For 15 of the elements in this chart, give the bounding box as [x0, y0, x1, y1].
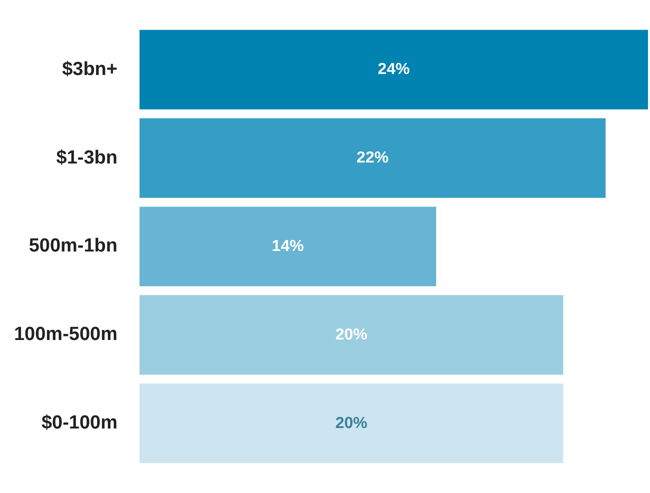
bar	[140, 295, 564, 375]
y-tick-label: $3bn+	[62, 58, 118, 80]
data-label: 22%	[356, 149, 389, 166]
data-label: 20%	[335, 414, 368, 432]
bar	[140, 206, 436, 286]
data-label: 20%	[335, 326, 368, 344]
data-label: 24%	[378, 61, 410, 78]
y-tick-label: $1-3bn	[56, 147, 118, 168]
bar	[140, 30, 648, 110]
data-label: 14%	[272, 238, 304, 255]
bar	[140, 384, 564, 464]
y-tick-label: $0-100m	[41, 412, 118, 434]
bar	[140, 118, 606, 198]
y-tick-label: 100m-500m	[14, 324, 118, 346]
y-tick-label: 500m-1bn	[28, 236, 118, 257]
